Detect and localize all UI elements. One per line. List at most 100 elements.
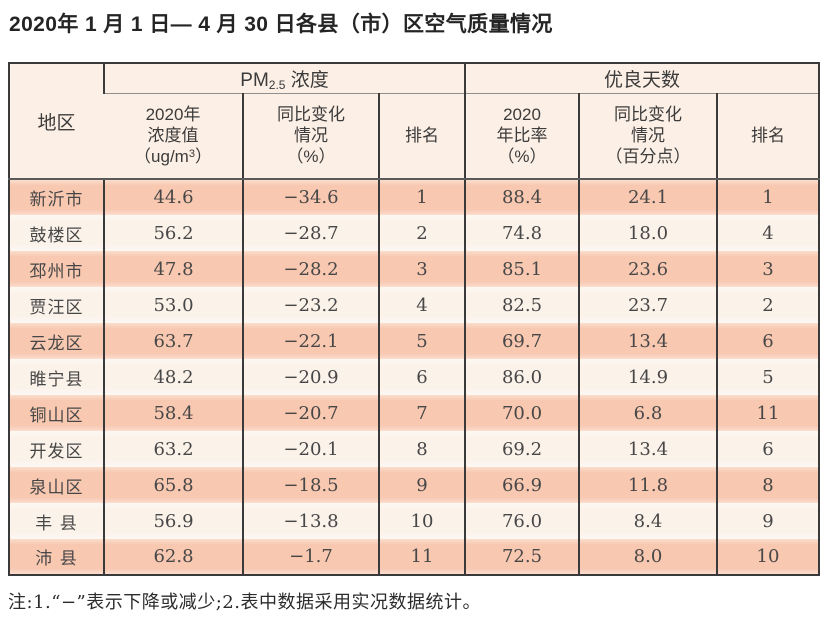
pm-value-cell: 56.9 <box>103 503 243 539</box>
pm-change-cell: −22.1 <box>242 323 379 359</box>
pm-value-cell: 65.8 <box>103 467 243 503</box>
pm-change-cell: −34.6 <box>242 179 379 215</box>
pm-rank-cell: 6 <box>378 359 465 395</box>
good-change-cell: 18.0 <box>578 215 717 251</box>
pm-change-cell: −18.5 <box>242 467 379 503</box>
good-rank-cell: 11 <box>715 395 820 431</box>
table-body: 新沂市 44.6 −34.6 1 88.4 24.1 1 鼓楼区 56.2 −28.7 2 74.8 1… <box>9 179 820 575</box>
good-change-cell: 13.4 <box>578 431 717 467</box>
pm-change-cell: −20.9 <box>242 359 379 395</box>
good-ratio-cell: 86.0 <box>464 359 579 395</box>
pm-rank-cell: 8 <box>378 431 465 467</box>
good-change-cell: 13.4 <box>578 323 717 359</box>
header-pm-change-line1: 同比变化 <box>277 104 345 124</box>
unit-suffix: ） <box>194 147 212 167</box>
good-rank-cell: 3 <box>715 251 820 287</box>
good-change-cell: 24.1 <box>578 179 717 215</box>
good-change-cell: 11.8 <box>578 467 717 503</box>
header-pm-value-line2: 浓度值 <box>147 126 199 146</box>
table-row: 云龙区 63.7 −22.1 5 69.7 13.4 6 <box>9 323 820 359</box>
pm-value-cell: 58.4 <box>103 395 243 431</box>
pm-value-cell: 53.0 <box>103 287 243 323</box>
table-row: 泉山区 65.8 −18.5 9 66.9 11.8 8 <box>9 467 820 503</box>
good-ratio-cell: 72.5 <box>464 539 579 575</box>
table-row: 贾汪区 53.0 −23.2 4 82.5 23.7 2 <box>9 287 820 323</box>
good-ratio-cell: 66.9 <box>464 467 579 503</box>
pm-change-cell: −23.2 <box>242 287 379 323</box>
pm-change-cell: −13.8 <box>242 503 379 539</box>
header-good-days-group: 优良天数 <box>463 63 820 94</box>
table-row: 沛 县 62.8 −1.7 11 72.5 8.0 10 <box>9 539 820 575</box>
good-change-cell: 23.7 <box>578 287 717 323</box>
good-change-cell: 23.6 <box>578 251 717 287</box>
page-title: 2020年 1 月 1 日— 4 月 30 日各县（市）区空气质量情况 <box>9 13 553 36</box>
table-row: 铜山区 58.4 −20.7 7 70.0 6.8 11 <box>9 395 820 431</box>
header-good-ratio-line2: 年比率 <box>496 126 548 146</box>
air-quality-table: 地区 PM2.5 浓度 优良天数 2020年 浓度值 （ug/m3） 同比变化 … <box>8 62 821 576</box>
pm-rank-cell: 5 <box>378 323 465 359</box>
region-cell: 睢宁县 <box>9 359 104 395</box>
header-good-change-line1: 同比变化 <box>614 104 682 124</box>
good-change-cell: 6.8 <box>578 395 717 431</box>
header-region: 地区 <box>9 63 104 180</box>
region-cell: 云龙区 <box>9 323 104 359</box>
footnote: 注:1.“−”表示下降或减少;2.表中数据采用实况数据统计。 <box>8 592 481 613</box>
good-ratio-cell: 74.8 <box>464 215 579 251</box>
pm-rank-cell: 4 <box>378 287 465 323</box>
pm-change-cell: −20.7 <box>242 395 379 431</box>
good-ratio-cell: 69.2 <box>464 431 579 467</box>
table-row: 睢宁县 48.2 −20.9 6 86.0 14.9 5 <box>9 359 820 395</box>
header-pm-change: 同比变化 情况 （%） <box>242 93 379 180</box>
pm-change-cell: −20.1 <box>242 431 379 467</box>
pm-change-cell: −1.7 <box>242 539 379 575</box>
header-pm-value-unit: （ug/m3） <box>104 146 242 167</box>
pm-label-prefix: PM <box>240 69 269 91</box>
good-rank-cell: 2 <box>715 287 820 323</box>
good-rank-cell: 5 <box>715 359 820 395</box>
pm-value-cell: 62.8 <box>103 539 243 575</box>
region-cell: 铜山区 <box>9 395 104 431</box>
region-cell: 邳州市 <box>9 251 104 287</box>
header-good-ratio: 2020 年比率 （%） <box>464 93 579 180</box>
header-good-change: 同比变化 情况 （百分点） <box>578 93 717 180</box>
good-rank-cell: 4 <box>715 215 820 251</box>
region-cell: 开发区 <box>9 431 104 467</box>
good-rank-cell: 6 <box>715 323 820 359</box>
pm-rank-cell: 10 <box>378 503 465 539</box>
good-ratio-cell: 88.4 <box>464 179 579 215</box>
unit-prefix: （ug/m <box>134 147 189 167</box>
pm-change-cell: −28.7 <box>242 215 379 251</box>
good-change-cell: 8.0 <box>578 539 717 575</box>
header-good-change-line2: 情况 <box>631 126 665 146</box>
good-ratio-cell: 82.5 <box>464 287 579 323</box>
good-rank-cell: 8 <box>715 467 820 503</box>
pm-rank-cell: 3 <box>378 251 465 287</box>
header-pm-rank: 排名 <box>378 93 465 180</box>
pm-label-subscript: 2.5 <box>268 77 286 92</box>
pm-value-cell: 63.7 <box>103 323 243 359</box>
header-pm-change-line2: 情况 <box>294 126 328 146</box>
header-pm-group: PM2.5 浓度 <box>103 63 465 94</box>
pm-rank-cell: 2 <box>378 215 465 251</box>
header-good-change-line3: （百分点） <box>605 147 691 167</box>
table-row: 鼓楼区 56.2 −28.7 2 74.8 18.0 4 <box>9 215 820 251</box>
good-rank-cell: 6 <box>715 431 820 467</box>
good-ratio-cell: 69.7 <box>464 323 579 359</box>
pm-value-cell: 47.8 <box>103 251 243 287</box>
table-row: 开发区 63.2 −20.1 8 69.2 13.4 6 <box>9 431 820 467</box>
good-ratio-cell: 85.1 <box>464 251 579 287</box>
header-pm-value: 2020年 浓度值 （ug/m3） <box>104 93 243 180</box>
pm-rank-cell: 7 <box>378 395 465 431</box>
header-pm-value-line1: 2020年 <box>145 104 201 124</box>
pm-rank-cell: 11 <box>378 539 465 575</box>
pm-value-cell: 44.6 <box>103 179 243 215</box>
table-row: 丰 县 56.9 −13.8 10 76.0 8.4 9 <box>9 503 820 539</box>
region-cell: 贾汪区 <box>9 287 104 323</box>
pm-value-cell: 56.2 <box>103 215 243 251</box>
good-ratio-cell: 76.0 <box>464 503 579 539</box>
header-pm-change-line3: （%） <box>286 147 336 167</box>
good-rank-cell: 1 <box>715 179 820 215</box>
good-rank-cell: 9 <box>715 503 820 539</box>
pm-value-cell: 48.2 <box>103 359 243 395</box>
